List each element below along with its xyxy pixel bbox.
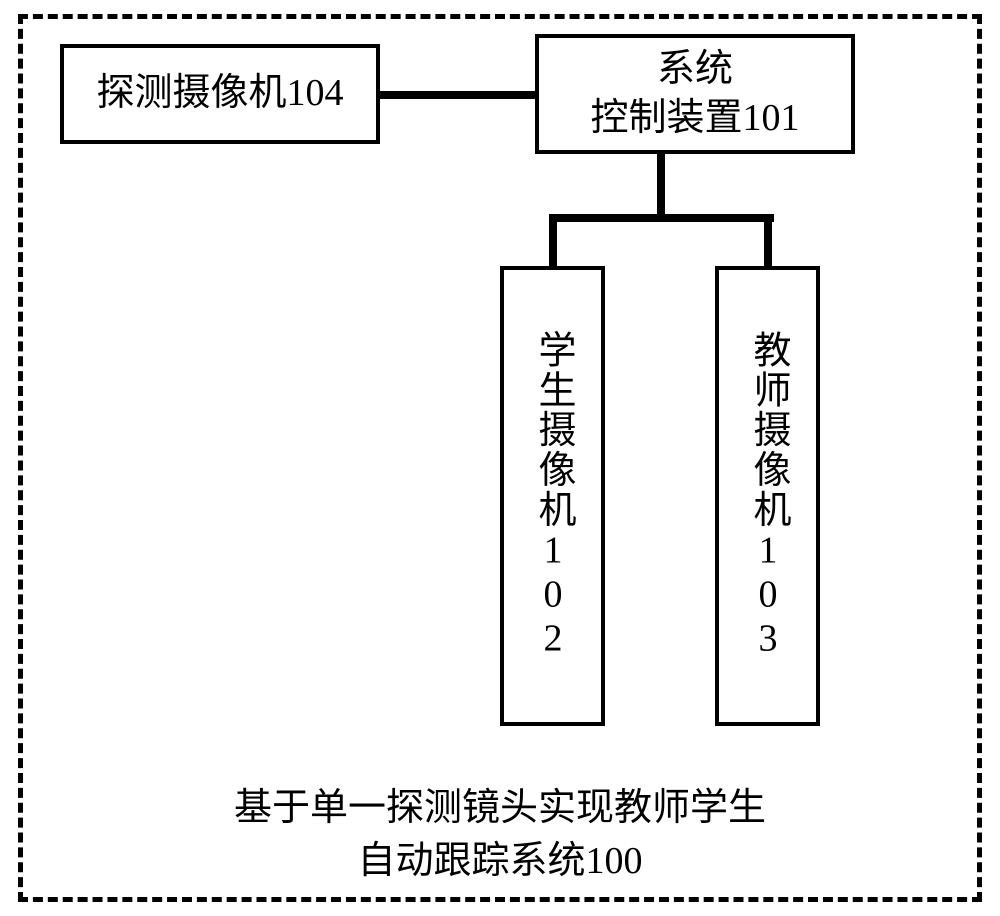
caption-line2: 自动跟踪系统100 bbox=[0, 835, 1000, 888]
diagram-caption: 基于单一探测镜头实现教师学生 自动跟踪系统100 bbox=[0, 782, 1000, 888]
system-control-line1: 系统 bbox=[657, 45, 733, 94]
detector-label: 探测摄像机104 bbox=[96, 69, 343, 118]
system-control-node: 系统 控制装置101 bbox=[535, 34, 855, 154]
connector-hbar bbox=[549, 214, 774, 222]
teacher-label: 教师摄像机103 bbox=[739, 330, 796, 661]
connector-detector-system bbox=[380, 91, 535, 99]
teacher-camera-node: 教师摄像机103 bbox=[715, 266, 820, 726]
connector-to-teacher bbox=[764, 214, 772, 266]
connector-to-student bbox=[549, 214, 557, 266]
connector-system-down bbox=[657, 154, 665, 220]
student-camera-node: 学生摄像机102 bbox=[500, 266, 605, 726]
student-label: 学生摄像机102 bbox=[524, 330, 581, 661]
caption-line1: 基于单一探测镜头实现教师学生 bbox=[0, 782, 1000, 835]
detector-camera-node: 探测摄像机104 bbox=[60, 44, 380, 144]
system-control-line2: 控制装置101 bbox=[590, 94, 799, 143]
